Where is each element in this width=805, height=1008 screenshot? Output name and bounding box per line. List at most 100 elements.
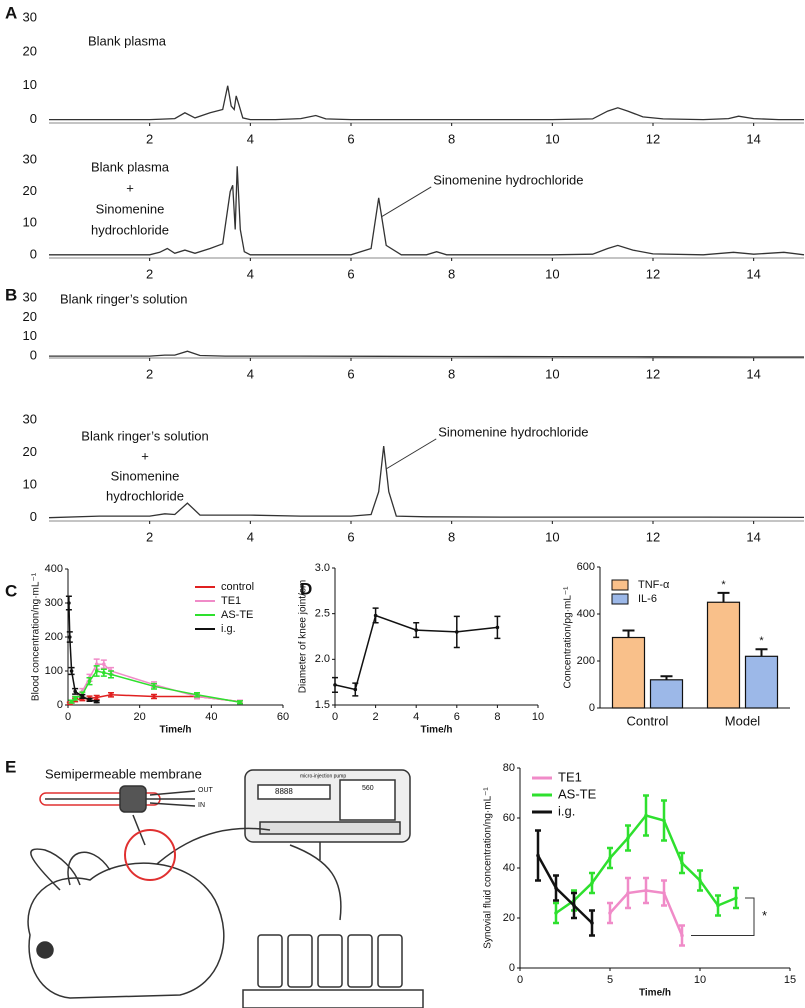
series-line: [71, 670, 241, 704]
y-tick-label: 10: [23, 215, 37, 230]
marker: [590, 921, 594, 925]
trace-label: Sinomenine: [96, 201, 165, 216]
pump-display-text: 8888: [275, 787, 293, 796]
significance: *: [762, 908, 767, 923]
y-axis-label: Concentration/pg·mL⁻¹: [563, 586, 574, 689]
trace-label: hydrochloride: [91, 222, 169, 237]
y-tick-label: 10: [23, 328, 37, 343]
marker: [87, 679, 92, 683]
y-tick-label: 0: [30, 111, 37, 126]
marker: [626, 836, 630, 840]
y-tick-label: 10: [23, 77, 37, 92]
x-tick-label: 14: [746, 131, 760, 146]
x-tick-label: 6: [454, 711, 460, 723]
legend-label: i.g.: [221, 623, 236, 635]
marker: [373, 613, 378, 618]
annotation-pointer: [385, 438, 437, 470]
pointer: [132, 814, 146, 846]
y-tick-label: 600: [577, 561, 595, 573]
x-tick-label: 4: [247, 131, 254, 146]
panel-letter: A: [5, 3, 17, 22]
marker: [572, 903, 576, 908]
x-tick-label: 8: [494, 711, 500, 723]
legend-swatch: [611, 579, 629, 591]
y-tick-label: 0: [30, 246, 37, 261]
marker: [73, 696, 77, 700]
trace-label: +: [126, 180, 134, 195]
y-tick-label: 30: [23, 9, 37, 24]
annotation: Sinomenine hydrochloride: [433, 172, 583, 187]
injection-site: [124, 829, 176, 881]
x-axis-label: Time/h: [639, 988, 671, 999]
x-tick-label: 0: [65, 711, 71, 723]
x-tick-label: 6: [347, 366, 354, 381]
probe-hub: [119, 785, 147, 813]
marker: [495, 625, 500, 630]
marker: [94, 669, 99, 673]
y-tick-label: 300: [45, 597, 63, 609]
marker: [536, 853, 540, 858]
membrane-label: Semipermeable membrane: [45, 766, 202, 781]
in-label: IN: [198, 802, 205, 809]
marker: [626, 891, 630, 895]
marker: [195, 693, 199, 697]
x-tick-label: 60: [277, 711, 289, 723]
x-tick-label: 12: [646, 131, 660, 146]
y-tick-label: 1.5: [315, 699, 330, 711]
x-tick-label: 10: [532, 711, 544, 723]
marker: [662, 818, 666, 823]
marker: [734, 896, 738, 900]
x-tick-label: 8: [448, 131, 455, 146]
x-axis-label: Time/h: [159, 725, 191, 736]
vials: [257, 934, 403, 988]
y-axis-label: Diameter of knee joint/cm: [298, 580, 309, 693]
marker: [333, 683, 337, 687]
significance-bracket: [691, 897, 755, 936]
annotation: Sinomenine hydrochloride: [438, 424, 588, 439]
legend-label: TE1: [221, 595, 241, 607]
series-line: [536, 854, 593, 924]
x-tick-label: 40: [205, 711, 217, 723]
marker: [102, 662, 106, 666]
probe-in: [149, 802, 196, 807]
marker: [644, 813, 648, 818]
marker: [80, 694, 85, 699]
rabbit-body: [27, 862, 225, 999]
x-tick-label: 15: [784, 974, 796, 986]
x-tick-label: 10: [545, 366, 559, 381]
y-tick-label: 200: [577, 655, 595, 667]
x-tick-label: 8: [448, 529, 455, 544]
series-line: [334, 614, 498, 691]
x-tick-label: Control: [627, 713, 669, 728]
x-tick-label: 4: [247, 266, 254, 281]
x-tick-label: 4: [413, 711, 419, 723]
marker: [590, 881, 594, 885]
marker: [94, 662, 99, 666]
marker: [455, 630, 459, 634]
x-tick-label: 10: [545, 266, 559, 281]
y-tick-label: 20: [503, 912, 515, 924]
rabbit-eye: [36, 941, 54, 959]
trace-label: Blank ringer’s solution: [60, 291, 187, 306]
y-tick-label: 2.5: [315, 608, 330, 620]
x-tick-label: 14: [746, 529, 760, 544]
x-tick-label: 12: [646, 266, 660, 281]
x-tick-label: 14: [746, 366, 760, 381]
pump-panel: [339, 779, 396, 821]
error-bar: [717, 591, 730, 603]
marker: [662, 891, 666, 895]
legend-label: control: [221, 581, 254, 593]
chromatogram: [48, 446, 805, 519]
marker: [698, 878, 702, 883]
x-tick-label: 2: [146, 529, 153, 544]
marker: [67, 635, 72, 639]
y-tick-label: 10: [23, 477, 37, 492]
significance: *: [759, 635, 764, 647]
x-tick-label: 5: [607, 974, 613, 986]
x-tick-label: 8: [448, 366, 455, 381]
marker: [608, 911, 612, 915]
x-tick-label: 12: [646, 529, 660, 544]
y-tick-label: 20: [23, 183, 37, 198]
x-tick-label: 8: [448, 266, 455, 281]
significance: *: [721, 579, 726, 591]
